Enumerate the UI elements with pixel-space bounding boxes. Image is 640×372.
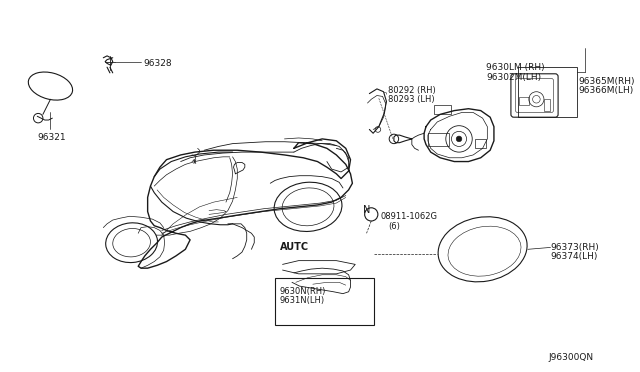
Text: 9630LM (RH): 9630LM (RH)	[486, 63, 545, 73]
Text: (6): (6)	[388, 222, 400, 231]
Text: 96365M(RH): 96365M(RH)	[579, 77, 636, 86]
Text: 9630N(RH): 9630N(RH)	[280, 287, 326, 296]
Text: J96300QN: J96300QN	[548, 353, 594, 362]
Text: 96366M(LH): 96366M(LH)	[579, 86, 634, 95]
Circle shape	[456, 136, 462, 142]
Text: 96373(RH): 96373(RH)	[550, 243, 599, 252]
Text: 08911-1062G: 08911-1062G	[381, 212, 438, 221]
Text: AUTC: AUTC	[280, 242, 309, 252]
FancyBboxPatch shape	[275, 278, 374, 325]
Text: 96328: 96328	[143, 59, 172, 68]
Text: N: N	[363, 205, 370, 215]
Text: 96321: 96321	[37, 133, 66, 142]
Text: 80292 (RH): 80292 (RH)	[388, 86, 436, 95]
Text: 96302M(LH): 96302M(LH)	[486, 73, 541, 82]
Text: 96374(LH): 96374(LH)	[550, 252, 598, 261]
Text: 9631N(LH): 9631N(LH)	[280, 296, 325, 305]
Text: 80293 (LH): 80293 (LH)	[388, 96, 435, 105]
